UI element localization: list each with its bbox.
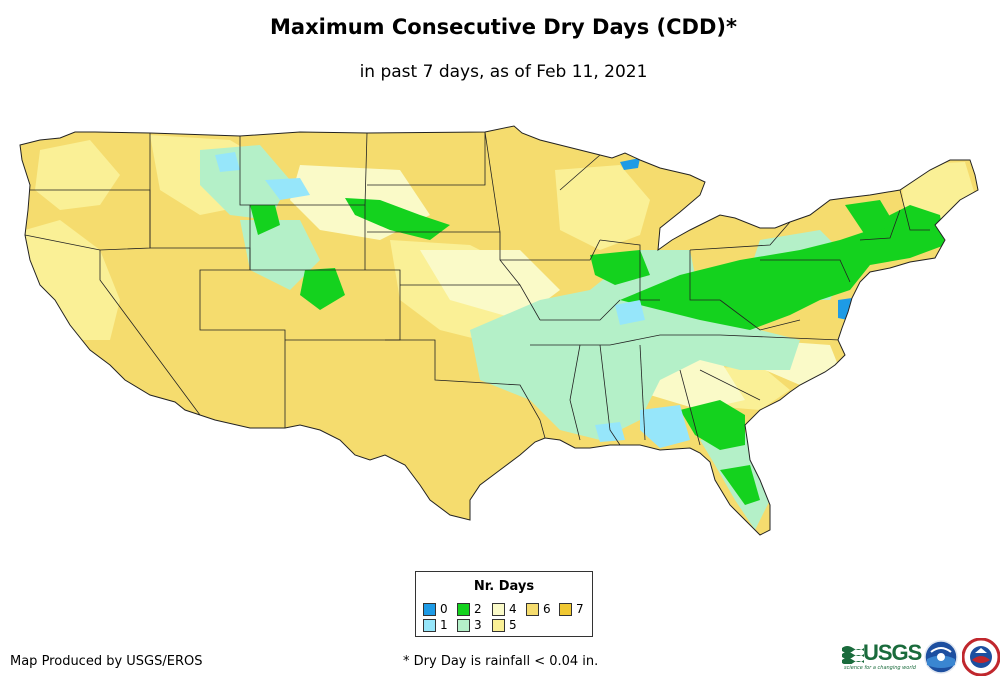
region-2-days-ohio-valley-northeast — [620, 205, 945, 330]
legend-label-4: 4 — [509, 602, 517, 616]
region-5-days-california — [25, 220, 120, 340]
legend-label-3: 3 — [474, 618, 482, 632]
region-3-days-southeast — [470, 250, 800, 440]
legend-title: Nr. Days — [473, 579, 535, 594]
legend-swatch-3 — [457, 619, 470, 632]
legend-swatch-7 — [559, 603, 572, 616]
region-0-days-delaware — [838, 298, 852, 320]
region-2-days-wyoming-patch — [250, 205, 280, 235]
usgs-wordmark: USGS — [863, 640, 922, 665]
dry-day-footnote: * Dry Day is rainfall < 0.04 in. — [403, 654, 599, 669]
region-5-days-pacific-nw — [35, 140, 120, 210]
region-1-day-idaho — [215, 152, 240, 172]
region-2-days-new-york — [845, 200, 895, 235]
region-2-days-south-dakota — [345, 198, 450, 240]
region-0-days-upper-michigan — [620, 158, 640, 170]
legend-label-0: 0 — [440, 602, 448, 616]
map-title: Maximum Consecutive Dry Days (CDD)* — [270, 15, 737, 39]
region-2-days-georgia-sc — [680, 400, 745, 450]
usgs-tagline: science for a changing world — [844, 665, 916, 671]
region-3-days-utah — [240, 220, 320, 290]
region-1-day-montana — [265, 178, 310, 200]
map-credit: Map Produced by USGS/EROS — [10, 654, 203, 669]
region-1-day-alabama-georgia — [640, 405, 690, 448]
legend-swatch-5 — [492, 619, 505, 632]
legend: Nr. Days 0 1 2 3 4 5 6 7 — [415, 571, 593, 637]
map-subtitle: in past 7 days, as of Feb 11, 2021 — [359, 62, 648, 82]
legend-swatch-1 — [423, 619, 436, 632]
region-2-days-illinois — [590, 250, 650, 285]
legend-swatch-0 — [423, 603, 436, 616]
dry-days-shading — [20, 131, 975, 530]
legend-label-1: 1 — [440, 618, 448, 632]
region-2-days-florida — [720, 465, 760, 505]
usgs-logo: USGS science for a changing world — [842, 640, 922, 672]
usgs-wave-icon — [842, 646, 864, 664]
region-1-day-indiana — [615, 300, 645, 325]
region-5-days-great-lakes — [555, 165, 650, 250]
state-boundaries — [20, 131, 930, 446]
legend-label-2: 2 — [474, 602, 482, 616]
legend-label-6: 6 — [543, 602, 551, 616]
nws-logo-icon — [962, 638, 1000, 676]
noaa-logo-icon — [924, 640, 958, 674]
region-1-day-gulf — [595, 422, 625, 442]
legend-swatch-2 — [457, 603, 470, 616]
legend-swatch-4 — [492, 603, 505, 616]
region-2-days-colorado — [300, 268, 345, 310]
legend-label-5: 5 — [509, 618, 517, 632]
legend-swatch-6 — [526, 603, 539, 616]
legend-label-7: 7 — [576, 602, 584, 616]
